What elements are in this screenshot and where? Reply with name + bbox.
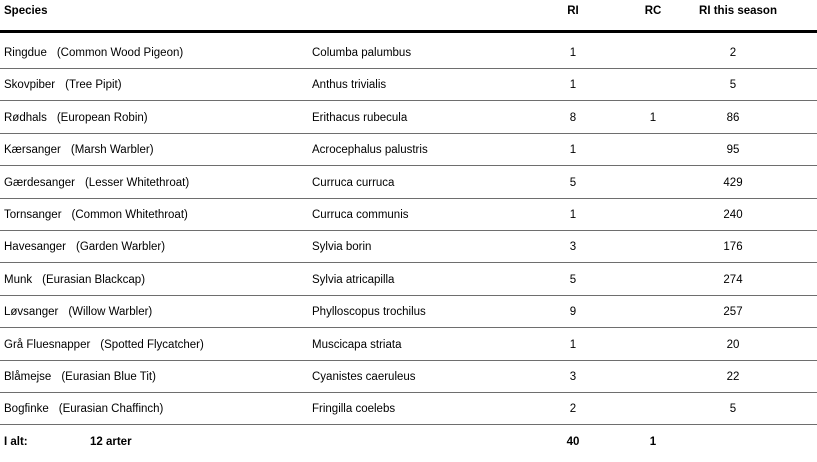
species-name: Skovpiber (Tree Pipit) [4, 79, 122, 91]
english-name: (Garden Warbler) [76, 241, 166, 254]
english-name: (Lesser Whitethroat) [84, 176, 190, 189]
table-header: Species RI RC RI this season [0, 0, 817, 28]
totals-row: I alt: 12 arter 40 1 [0, 427, 817, 459]
ri-season-value: 274 [723, 273, 743, 286]
ri-value: 5 [569, 273, 577, 286]
ri-season-value: 22 [726, 371, 740, 383]
header-divider [0, 30, 817, 33]
species-name: Blåmejse (Eurasian Blue Tit) [4, 371, 156, 383]
scientific-name: Cyanistes caeruleus [312, 371, 416, 383]
scientific-name: Anthus trivialis [312, 79, 387, 92]
english-name: (Eurasian Blue Tit) [61, 371, 156, 383]
header-ri: RI [567, 5, 579, 17]
table-row: Bogfinke (Eurasian Chaffinch) Fringilla co… [0, 392, 817, 426]
english-name: (Marsh Warbler) [70, 144, 154, 157]
ri-season-value: 86 [726, 111, 740, 124]
ri-value: 8 [569, 111, 577, 124]
scientific-name: Muscicapa striata [312, 338, 402, 351]
species-name: Ringdue (Common Wood Pigeon) [4, 47, 183, 59]
ri-season-value: 20 [726, 338, 740, 351]
header-rc: RC [644, 5, 662, 17]
ri-season-value: 176 [723, 241, 743, 254]
english-name: (Eurasian Chaffinch) [58, 403, 164, 416]
scientific-name: Fringilla coelebs [312, 403, 396, 416]
danish-name: Tornsanger [4, 209, 62, 221]
ri-season-value: 429 [723, 176, 743, 189]
species-name: Munk (Eurasian Blackcap) [4, 274, 145, 286]
english-name: (Eurasian Blackcap) [42, 273, 146, 286]
ri-value: 3 [569, 241, 577, 254]
ri-value: 9 [569, 306, 577, 319]
species-name: Tornsanger (Common Whitethroat) [4, 209, 188, 221]
danish-name: Løvsanger [4, 306, 59, 319]
scientific-name: Erithacus rubecula [312, 111, 408, 124]
table-row: Grå Fluesnapper (Spotted Flycatcher) Musci… [0, 328, 817, 361]
totals-rc: 1 [649, 435, 657, 448]
danish-name: Bogfinke [4, 403, 49, 416]
species-name: Rødhals (European Robin) [4, 112, 148, 124]
table-row: Ringdue (Common Wood Pigeon) Columba palum… [0, 36, 817, 69]
header-ri-season: RI this season [699, 5, 777, 17]
header-species: Species [4, 5, 48, 17]
totals-ri: 40 [566, 435, 580, 448]
table-row: Havesanger (Garden Warbler) Sylvia borin 3 1… [0, 230, 817, 264]
ri-value: 1 [569, 47, 577, 59]
ri-value: 1 [569, 209, 577, 221]
english-name: (European Robin) [56, 111, 148, 124]
ri-season-value: 257 [723, 306, 743, 319]
scientific-name: Columba palumbus [312, 47, 412, 59]
species-name: Gærdesanger (Lesser Whitethroat) [4, 177, 189, 189]
ri-value: 1 [569, 79, 577, 92]
danish-name: Havesanger [4, 241, 67, 254]
totals-label: I alt: [4, 435, 28, 448]
english-name: (Tree Pipit) [65, 79, 122, 92]
english-name: (Common Wood Pigeon) [56, 47, 184, 59]
table-row: Løvsanger (Willow Warbler) Phylloscopus tr… [0, 295, 817, 329]
danish-name: Blåmejse [4, 371, 52, 383]
species-name: Grå Fluesnapper (Spotted Flycatcher) [4, 339, 204, 351]
table-row: Skovpiber (Tree Pipit) Anthus trivialis 1 5 [0, 68, 817, 102]
ri-value: 5 [569, 176, 577, 189]
scientific-name: Sylvia atricapilla [312, 273, 395, 286]
danish-name: Gærdesanger [4, 176, 75, 189]
totals-species-count: 12 arter [90, 435, 132, 448]
danish-name: Kærsanger [4, 144, 61, 157]
table-row: Tornsanger (Common Whitethroat) Curruca co… [0, 198, 817, 231]
english-name: (Common Whitethroat) [71, 209, 188, 221]
ri-value: 3 [569, 371, 577, 383]
scientific-name: Curruca communis [312, 209, 409, 221]
danish-name: Ringdue [4, 47, 47, 59]
table-row: Kærsanger (Marsh Warbler) Acrocephalus pal… [0, 133, 817, 167]
scientific-name: Sylvia borin [312, 241, 372, 254]
ri-value: 1 [569, 144, 577, 157]
species-name: Løvsanger (Willow Warbler) [4, 306, 152, 318]
scientific-name: Phylloscopus trochilus [312, 306, 426, 319]
rc-value: 1 [649, 111, 657, 124]
danish-name: Skovpiber [4, 79, 56, 92]
species-name: Kærsanger (Marsh Warbler) [4, 144, 154, 156]
species-name: Havesanger (Garden Warbler) [4, 241, 165, 253]
scientific-name: Curruca curruca [312, 176, 395, 189]
danish-name: Munk [4, 273, 33, 286]
scientific-name: Acrocephalus palustris [312, 144, 428, 157]
ri-season-value: 240 [723, 209, 743, 221]
ri-season-value: 95 [726, 144, 740, 157]
english-name: (Spotted Flycatcher) [100, 338, 204, 351]
table-row: Rødhals (European Robin) Erithacus rubecul… [0, 101, 817, 134]
table-row: Gærdesanger (Lesser Whitethroat) Curruca c… [0, 166, 817, 199]
danish-name: Grå Fluesnapper [4, 338, 91, 351]
table-row: Blåmejse (Eurasian Blue Tit) Cyanistes cae… [0, 360, 817, 393]
species-name: Bogfinke (Eurasian Chaffinch) [4, 403, 163, 415]
ri-value: 1 [569, 338, 577, 351]
table-row: Munk (Eurasian Blackcap) Sylvia atricapill… [0, 263, 817, 296]
english-name: (Willow Warbler) [68, 306, 153, 319]
ri-season-value: 2 [729, 47, 737, 59]
ri-season-value: 5 [729, 403, 737, 416]
ri-value: 2 [569, 403, 577, 416]
ri-season-value: 5 [729, 79, 737, 92]
danish-name: Rødhals [4, 111, 47, 124]
